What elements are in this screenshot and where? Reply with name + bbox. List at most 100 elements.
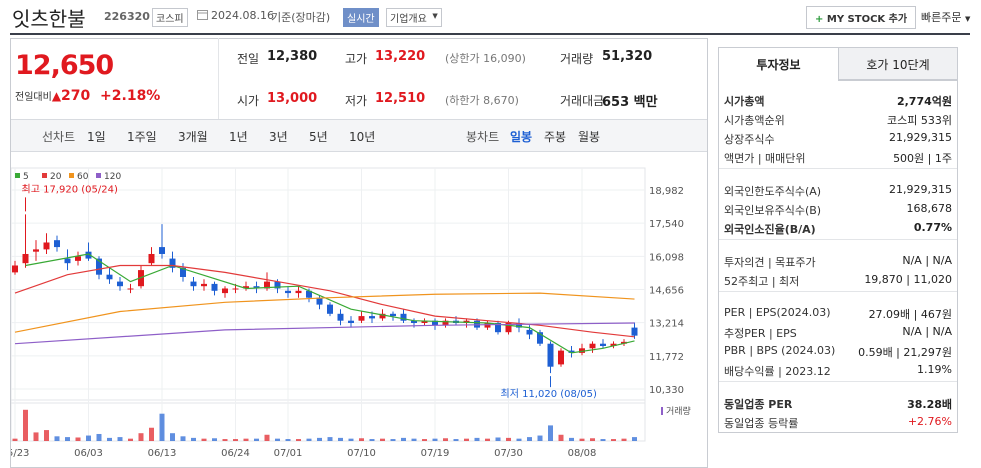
volume-swatch [661,407,663,415]
quickorder-btn[interactable]: 빠른주문 ▼ [921,11,971,24]
volume-bar [243,438,249,441]
legend-swatch [15,173,20,178]
volume-bar [149,427,154,441]
info-label: 52주최고 | 최저 [724,275,800,288]
candle-body [379,313,386,319]
info-label: 시가총액순위 [724,114,785,127]
tab[interactable]: 1년 [229,130,248,144]
candle-body [285,290,291,294]
volume-bar [506,437,511,441]
tab[interactable]: 5년 [309,130,328,144]
volume-bar [485,438,490,441]
info-value: 500원 | 1주 [893,152,952,165]
summary-label: 시가 [237,94,260,108]
info-value: N/A | N/A [902,325,952,338]
volume-bar [233,439,238,441]
rate: +2.18% [100,88,161,104]
tab[interactable]: 월봉 [578,130,601,144]
candle-body [558,350,564,365]
candle-body [159,247,165,254]
volume-bar [380,438,385,441]
ma-line [14,292,635,333]
candle-body [232,288,239,290]
volume-bar [579,438,585,441]
x-tick-label: 07/30 [494,448,523,459]
candle-body [537,332,543,344]
summary-note: (상한가 16,090) [445,52,526,65]
volume-bar [159,413,165,441]
x-tick-label: 06/13 [148,448,177,459]
volume-bar [180,436,186,441]
candle-body [75,256,81,261]
info-label: 동일업종 PER [724,398,793,411]
volume-bar [474,437,480,441]
candle-body [421,320,428,323]
candle-body [516,322,522,328]
volume-bar [432,438,438,441]
tab[interactable]: 3개월 [178,130,208,144]
realtime-btn[interactable]: 실시간 [343,8,379,27]
y-tick-label: 11,772 [649,352,684,363]
candle-body [106,274,113,280]
candle-body [96,258,102,275]
high-note: 최고 17,920 (05/24) [22,183,118,195]
volume-bar [54,436,60,441]
candle-body [211,283,218,291]
volume-bar [600,439,606,441]
volume-bar [65,437,70,441]
volume-bar [548,425,553,441]
volume-bar [96,433,102,441]
ma-line [14,322,635,345]
tab[interactable]: 3년 [269,130,288,144]
info-label: 액면가 | 매매단위 [724,152,806,165]
candle-body [348,320,354,323]
info-value: 38.28배 [907,398,952,411]
mystock-btn[interactable]: + MY STOCK 추가 [806,6,917,29]
tab[interactable]: 1주일 [127,130,157,144]
info-label: 추정PER | EPS [724,327,797,340]
tab[interactable]: 일봉 [510,130,533,144]
summary-note: (하한가 8,670) [445,94,519,107]
summary-value: 12,380 [267,49,318,64]
summary-value: 653 백만 [602,95,658,110]
candle-body [600,343,606,347]
info-value: 19,870 | 11,020 [864,273,952,286]
candle-body [327,304,333,314]
candle-body [243,286,249,289]
candle-body [54,240,60,248]
candle-body [495,322,501,333]
legend-swatch [96,173,101,178]
info-value: 1.19% [917,363,952,376]
tab[interactable]: 1일 [87,130,106,144]
tab[interactable]: 주봉 [544,130,567,144]
candle-body [589,343,596,349]
summary-value: 13,220 [375,49,426,64]
candle-body [547,343,554,367]
volume-bar [75,437,81,441]
candle-body [316,297,323,305]
info-value: 27.09배 | 467원 [868,308,952,321]
candle-body [432,320,438,326]
x-tick-label: 06/24 [221,448,250,459]
overview-btn[interactable]: 기업개요 ▼ [386,8,442,27]
candle-body [117,281,123,287]
volume-bar [569,437,574,441]
volume-bar [170,433,175,441]
candle-body [274,281,281,289]
info-value: 0.59배 | 21,297원 [858,346,952,359]
tab[interactable]: 10년 [349,130,376,144]
info-tab[interactable] [838,47,958,80]
candle-body [127,288,134,290]
volume-bar [338,437,343,441]
current-price: 12,650 [15,50,114,81]
candle-body [474,320,480,328]
status: 기준(장마감) [271,11,331,24]
x-tick-label: 05/23 [11,448,29,459]
volume-bar [495,437,501,441]
x-tick-label: 07/01 [274,448,303,459]
candle-body [201,283,207,287]
volume-bar [390,439,396,441]
candle-body [442,320,449,326]
low-note: 최저 11,020 (08/05) [501,388,597,400]
